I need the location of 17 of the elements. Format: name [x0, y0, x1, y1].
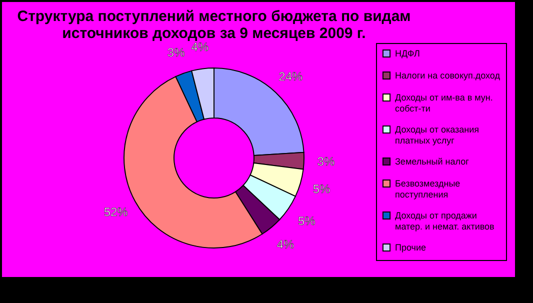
legend-label: Доходы от продажи матер. и немат. активов [395, 210, 495, 232]
legend-label: Доходы от оказания платных услуг [395, 124, 480, 146]
data-label: 5% [298, 214, 316, 228]
data-label: 4% [191, 40, 209, 54]
legend-label: Налоги на совокуп.доход [395, 70, 501, 80]
chart-title: Структура поступлений местного бюджета по видам источников доходов за 9 месяцев 2009 г. [17, 8, 411, 42]
data-label: 24% [278, 69, 303, 84]
legend-label: Земельный налог [395, 156, 470, 166]
data-label: 3% [167, 46, 186, 60]
legend-label: Доходы от им-ва в мун. собст-ти [395, 92, 493, 114]
data-label: 52% [104, 204, 128, 219]
data-label: 3% [317, 154, 335, 169]
legend-label: НДФЛ [395, 48, 420, 58]
legend-label: Безвозмездные поступления [395, 178, 460, 200]
legend-label: Прочие [395, 242, 426, 252]
data-label: 5% [312, 182, 331, 196]
data-label: 4% [276, 237, 294, 252]
